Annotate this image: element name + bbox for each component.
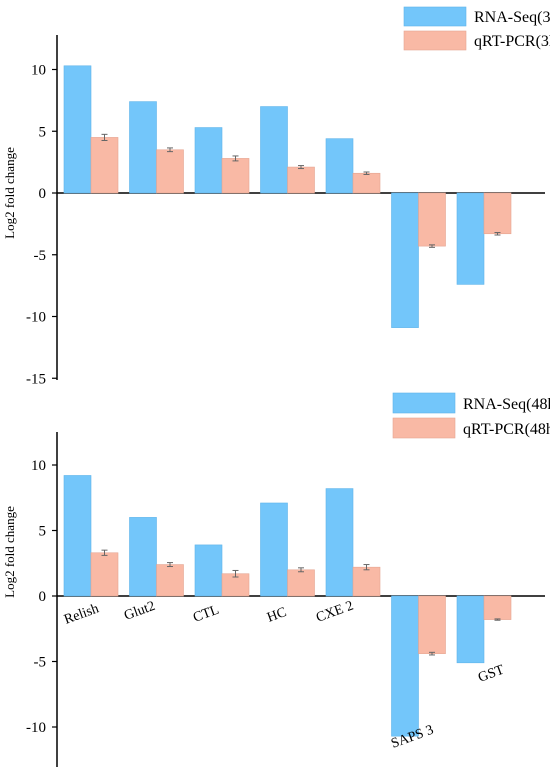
y-tick-label: 5 — [39, 124, 47, 140]
y-tick-label: -15 — [26, 371, 46, 387]
bar-rnaseq-5 — [391, 192, 419, 328]
bar-rnaseq-3 — [260, 106, 288, 194]
bar-qrtpcr-4 — [352, 566, 381, 597]
bar-qrtpcr-4 — [352, 172, 381, 194]
bar-qrtpcr-3 — [287, 569, 315, 597]
bar-rnaseq-1 — [129, 101, 157, 194]
legend-swatch-0 — [392, 392, 456, 414]
bar-qrtpcr-5 — [418, 192, 446, 247]
bar-rnaseq-0 — [63, 475, 92, 597]
legend-label-1: qRT-PCR(48h) — [463, 421, 550, 438]
bar-rnaseq-6 — [456, 192, 485, 285]
bar-qrtpcr-5 — [418, 595, 446, 654]
bar-rnaseq-2 — [194, 544, 223, 597]
y-tick-label: 0 — [39, 186, 47, 202]
bar-qrtpcr-6 — [483, 595, 512, 620]
y-axis-label: Log2 fold change — [2, 506, 17, 598]
bar-rnaseq-2 — [194, 127, 223, 194]
bar-rnaseq-1 — [129, 517, 157, 597]
category-label-4: CXE 2 — [314, 598, 355, 625]
y-tick-label: -5 — [34, 248, 47, 264]
category-label-0: Relish — [62, 601, 101, 627]
y-tick-label: 5 — [39, 524, 47, 540]
category-label-6: GST — [476, 662, 506, 685]
bar-qrtpcr-3 — [287, 166, 315, 194]
y-axis-label: Log2 fold change — [2, 147, 17, 239]
y-tick-label: 0 — [39, 589, 47, 605]
category-label-2: CTL — [191, 603, 221, 626]
y-tick-label: 10 — [31, 458, 46, 474]
legend-swatch-1 — [392, 417, 456, 439]
bar-qrtpcr-1 — [156, 149, 184, 194]
y-tick-label: -10 — [26, 310, 46, 326]
y-tick-label: 10 — [31, 63, 46, 79]
y-tick-label: -10 — [26, 720, 46, 736]
bar-qrtpcr-0 — [90, 137, 119, 194]
bar-rnaseq-0 — [63, 65, 92, 194]
bar-rnaseq-6 — [456, 595, 485, 664]
bar-rnaseq-4 — [325, 488, 354, 597]
legend-swatch-1 — [403, 30, 467, 51]
legend-label-0: RNA-Seq(3h) — [474, 9, 550, 26]
chart-panel-2: -10 -5 0 5 10 Log2 fold change Relish Glut2 CTL H… — [2, 392, 550, 767]
bar-qrtpcr-6 — [483, 192, 512, 235]
legend-label-1: qRT-PCR(3h) — [474, 33, 550, 50]
bar-qrtpcr-1 — [156, 564, 184, 597]
bar-qrtpcr-0 — [90, 552, 119, 597]
category-label-1: Glut2 — [122, 599, 157, 624]
y-tick-label: -5 — [34, 655, 47, 671]
bar-rnaseq-5 — [391, 595, 419, 737]
category-label-3: HC — [265, 605, 288, 626]
bar-rnaseq-4 — [325, 138, 354, 194]
chart-panel-1: -15 -10 -5 0 5 10 Log2 fold change RNA-Seq(3h) q… — [2, 6, 550, 387]
bar-qrtpcr-2 — [221, 158, 250, 194]
legend-label-0: RNA-Seq(48h) — [463, 396, 550, 413]
bar-rnaseq-3 — [260, 502, 288, 597]
legend-swatch-0 — [403, 6, 467, 27]
